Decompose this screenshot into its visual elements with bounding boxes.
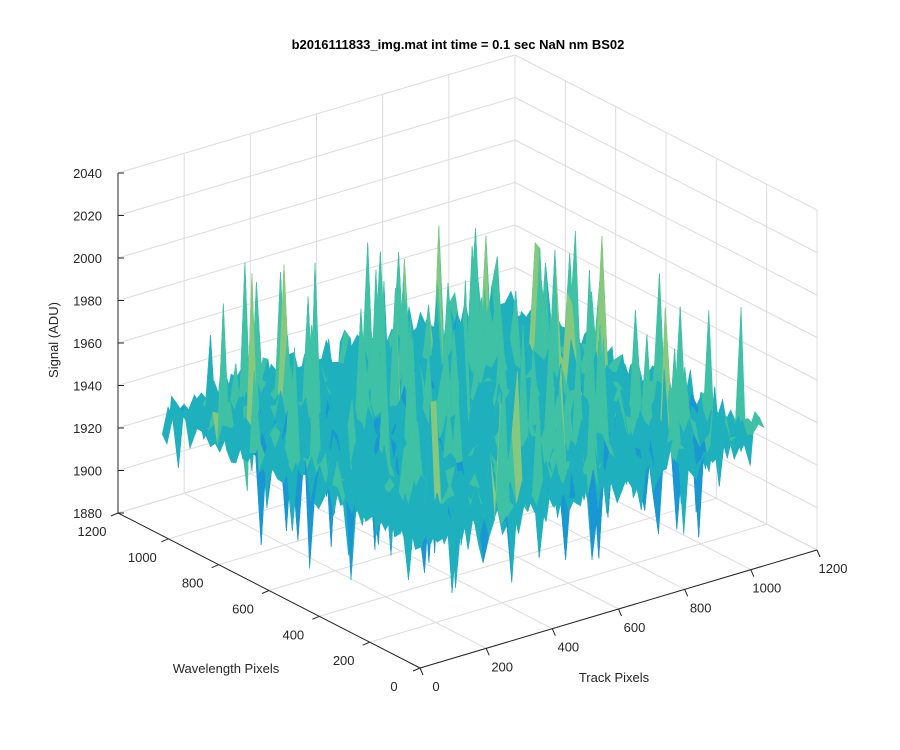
tick-labels: 0 200 400 600 800 1000 1200 0 200 400 600 800 1000 12… xyxy=(73,166,847,694)
side-wall-grid-line xyxy=(514,139,818,296)
x-axis-label: Track Pixels xyxy=(579,670,650,685)
x-tick xyxy=(750,569,755,577)
x-tick-label: 600 xyxy=(624,620,646,635)
z-tick-label: 2000 xyxy=(73,251,102,266)
y-tick xyxy=(110,512,119,517)
floor-grid-line xyxy=(369,523,767,643)
side-wall-grid-line xyxy=(514,97,818,253)
floor-grid-line xyxy=(319,497,717,617)
x-tick xyxy=(618,608,622,617)
y-tick-label: 0 xyxy=(390,679,397,694)
y-tick-label: 1000 xyxy=(128,550,157,565)
back-wall-grid-line xyxy=(117,97,516,216)
x-tick xyxy=(684,589,689,597)
z-axis-label: Signal (ADU) xyxy=(46,302,61,378)
back-wall-grid-line xyxy=(117,182,516,301)
x-tick xyxy=(816,549,821,558)
y-tick-label: 600 xyxy=(232,602,254,617)
z-tick-label: 1940 xyxy=(73,379,102,394)
back-wall-grid-line xyxy=(117,139,516,259)
z-tick-label: 2040 xyxy=(73,166,102,181)
side-wall-grid-line xyxy=(514,54,818,211)
chart-title: b2016111833_img.mat int time = 0.1 sec N… xyxy=(292,37,625,52)
z-tick-label: 1880 xyxy=(73,506,102,521)
y-tick xyxy=(362,641,370,646)
surface-data xyxy=(161,225,765,593)
y-tick-label: 200 xyxy=(333,653,355,668)
surface-patch xyxy=(414,532,427,550)
z-tick-label: 1960 xyxy=(73,336,102,351)
side-wall-grid-line xyxy=(514,182,818,338)
y-axis-label: Wavelength Pixels xyxy=(173,661,280,676)
x-tick-label: 0 xyxy=(432,679,439,694)
y-tick-label: 800 xyxy=(182,576,204,591)
x-tick-label: 1000 xyxy=(752,581,781,596)
y-tick xyxy=(211,564,219,569)
y-tick xyxy=(312,615,320,620)
y-tick xyxy=(261,590,270,594)
x-tick xyxy=(485,648,490,656)
x-tick-label: 200 xyxy=(491,659,513,674)
y-tick-label: 1200 xyxy=(78,524,107,539)
x-tick-label: 800 xyxy=(690,600,712,615)
axes xyxy=(110,172,821,676)
z-tick-label: 1900 xyxy=(73,464,102,479)
y-tick-label: 400 xyxy=(282,627,304,642)
z-tick-label: 1920 xyxy=(73,421,102,436)
x-tick xyxy=(419,667,424,676)
back-wall-grid-line xyxy=(117,224,516,344)
y-tick xyxy=(161,538,169,543)
z-tick-label: 2020 xyxy=(73,209,102,224)
x-tick-label: 400 xyxy=(557,640,579,655)
side-wall-grid-line xyxy=(514,224,818,381)
back-wall-grid-line xyxy=(117,54,516,174)
x-tick-label: 1200 xyxy=(819,561,848,576)
x-tick xyxy=(551,628,556,636)
z-tick-label: 1980 xyxy=(73,294,102,309)
y-tick xyxy=(412,667,421,672)
